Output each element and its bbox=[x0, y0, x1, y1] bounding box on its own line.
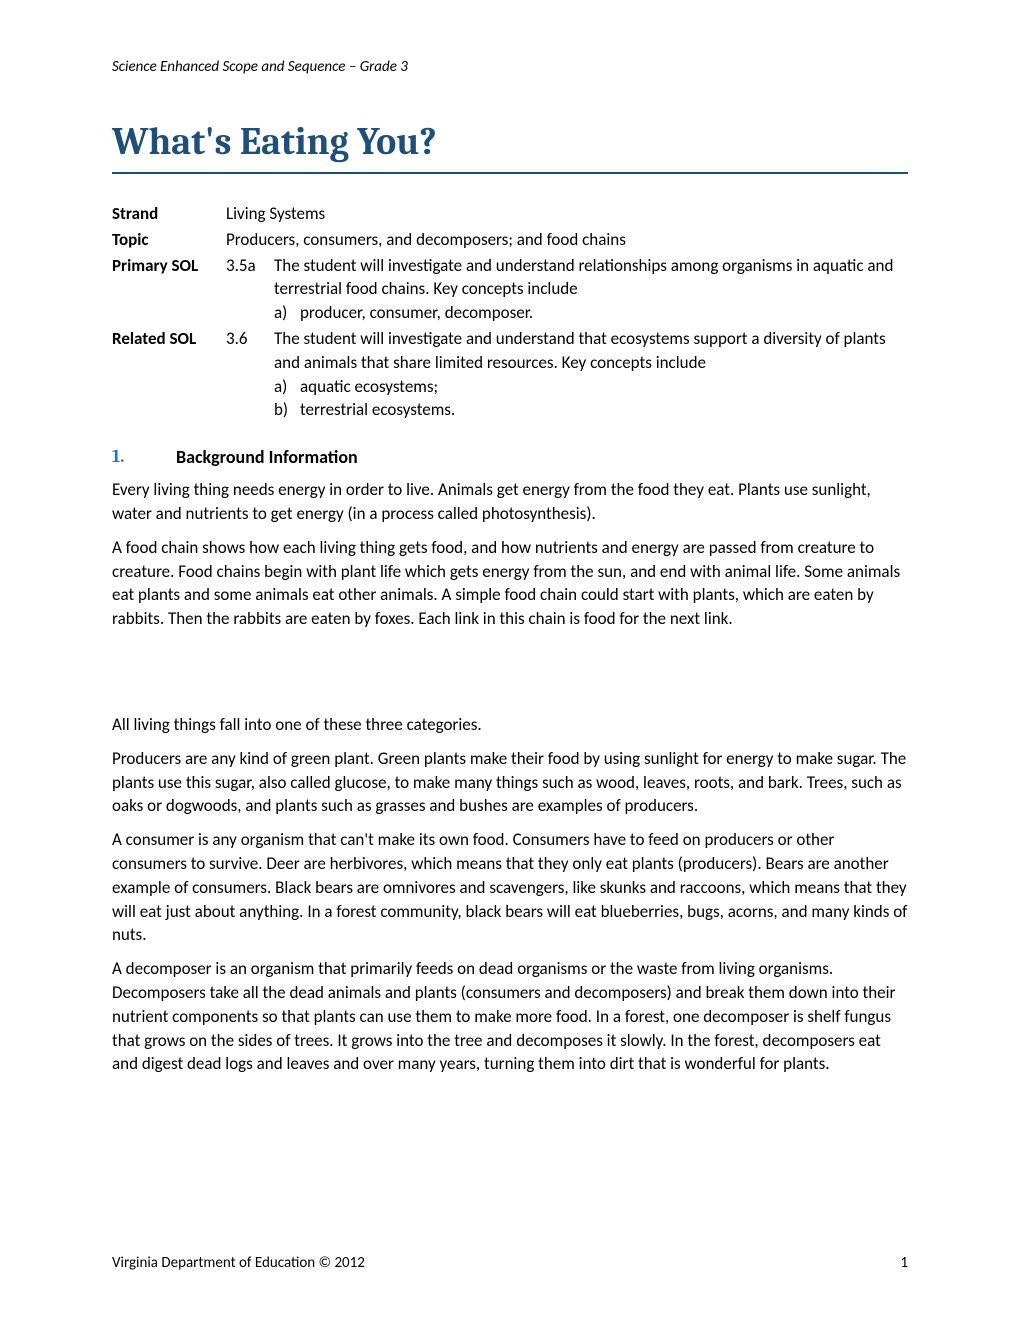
meta-primarysol-code: 3.5a bbox=[226, 254, 274, 278]
meta-relatedsol-code: 3.6 bbox=[226, 327, 274, 351]
sub-letter: a) bbox=[274, 375, 300, 399]
sub-letter: a) bbox=[274, 301, 300, 325]
sub-text: producer, consumer, decomposer. bbox=[300, 301, 533, 325]
meta-relatedsol-row: Related SOL 3.6 The student will investi… bbox=[112, 327, 908, 422]
spacer bbox=[112, 641, 908, 713]
section-number: 1. bbox=[112, 446, 176, 468]
meta-topic-label: Topic bbox=[112, 228, 226, 252]
sub-letter: b) bbox=[274, 398, 300, 422]
document-title: What's Eating You? bbox=[112, 120, 908, 164]
meta-relatedsol-value: The student will investigate and underst… bbox=[274, 327, 908, 422]
sub-text: aquatic ecosystems; bbox=[300, 375, 438, 399]
meta-relatedsol-desc: The student will investigate and underst… bbox=[274, 327, 908, 375]
list-item: a) producer, consumer, decomposer. bbox=[274, 301, 908, 325]
page-footer: Virginia Department of Education © 2012 … bbox=[112, 1254, 908, 1272]
body-paragraph: All living things fall into one of these… bbox=[112, 713, 908, 737]
meta-strand-label: Strand bbox=[112, 202, 226, 226]
section-title: Background Information bbox=[176, 446, 358, 468]
meta-primarysol-label: Primary SOL bbox=[112, 254, 226, 278]
meta-table: Strand Living Systems Topic Producers, c… bbox=[112, 202, 908, 422]
title-rule bbox=[112, 172, 908, 174]
section-heading: 1. Background Information bbox=[112, 446, 908, 468]
meta-primarysol-value: The student will investigate and underst… bbox=[274, 254, 908, 325]
body-paragraph: A decomposer is an organism that primari… bbox=[112, 957, 908, 1076]
sub-text: terrestrial ecosystems. bbox=[300, 398, 455, 422]
body-paragraph: Every living thing needs energy in order… bbox=[112, 478, 908, 526]
meta-primarysol-row: Primary SOL 3.5a The student will invest… bbox=[112, 254, 908, 325]
meta-primarysol-items: a) producer, consumer, decomposer. bbox=[274, 301, 908, 325]
meta-strand-row: Strand Living Systems bbox=[112, 202, 908, 226]
meta-topic-row: Topic Producers, consumers, and decompos… bbox=[112, 228, 908, 252]
list-item: a) aquatic ecosystems; bbox=[274, 375, 908, 399]
body-paragraph: A consumer is any organism that can't ma… bbox=[112, 828, 908, 947]
meta-relatedsol-label: Related SOL bbox=[112, 327, 226, 351]
meta-strand-value: Living Systems bbox=[226, 202, 908, 226]
body-paragraph: A food chain shows how each living thing… bbox=[112, 536, 908, 631]
footer-left: Virginia Department of Education © 2012 bbox=[112, 1254, 365, 1272]
meta-topic-value: Producers, consumers, and decomposers; a… bbox=[226, 228, 908, 252]
list-item: b) terrestrial ecosystems. bbox=[274, 398, 908, 422]
page-header: Science Enhanced Scope and Sequence – Gr… bbox=[112, 58, 908, 76]
footer-page-number: 1 bbox=[900, 1254, 908, 1272]
body-paragraph: Producers are any kind of green plant. G… bbox=[112, 747, 908, 818]
meta-relatedsol-items: a) aquatic ecosystems; b) terrestrial ec… bbox=[274, 375, 908, 423]
meta-primarysol-desc: The student will investigate and underst… bbox=[274, 254, 908, 302]
